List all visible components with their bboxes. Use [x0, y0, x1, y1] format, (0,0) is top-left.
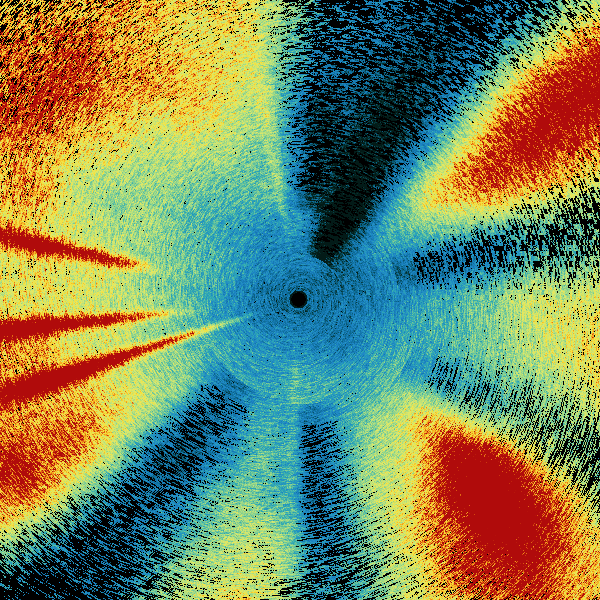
detector-image-viewer[interactable]: Radial Scattering Intensity Map beam-cen… — [0, 0, 600, 600]
scattering-heatmap-canvas[interactable] — [0, 0, 600, 600]
